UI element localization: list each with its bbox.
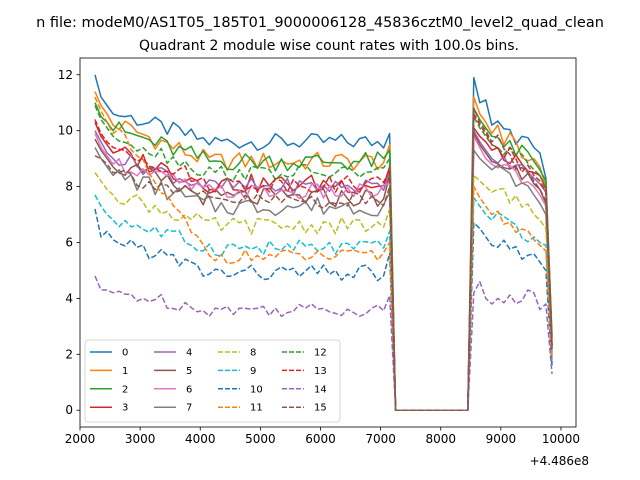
- legend-label-12: 12: [314, 348, 327, 359]
- legend-label-14: 14: [314, 384, 327, 395]
- legend-label-8: 8: [250, 348, 256, 359]
- legend-label-4: 4: [186, 348, 192, 359]
- y-tick-label: 0: [65, 403, 73, 417]
- x-tick-label: 6000: [305, 432, 336, 446]
- legend-label-2: 2: [122, 384, 128, 395]
- legend-label-5: 5: [186, 366, 192, 377]
- legend-label-1: 1: [122, 366, 128, 377]
- legend-label-9: 9: [250, 366, 256, 377]
- series-line-1: [94, 91, 553, 411]
- x-tick-label: 7000: [365, 432, 396, 446]
- figure-suptitle: n file: modeM0/AS1T05_185T01_9000006128_…: [36, 15, 604, 31]
- legend-label-13: 13: [314, 366, 327, 377]
- y-tick-label: 8: [65, 180, 73, 194]
- chart-title: Quadrant 2 module wise count rates with …: [139, 38, 519, 54]
- legend-label-7: 7: [186, 403, 192, 414]
- x-tick-label: 2000: [65, 432, 96, 446]
- x-tick-label: 9000: [486, 432, 517, 446]
- legend-label-6: 6: [186, 384, 192, 395]
- y-tick-label: 4: [65, 291, 73, 305]
- series-line-4: [94, 129, 553, 411]
- x-tick-label: 10000: [542, 432, 580, 446]
- series-line-8: [94, 172, 553, 411]
- legend-label-15: 15: [314, 403, 327, 414]
- series-line-11: [94, 96, 553, 411]
- series-line-10: [94, 208, 553, 411]
- axes: 2000 3000 4000 5000 6000 7000 8000 9000 10000 0 2 4…: [58, 57, 580, 446]
- series-line-0: [94, 74, 553, 411]
- x-tick-label: 3000: [125, 432, 156, 446]
- series-line-6: [94, 133, 553, 411]
- y-tick-label: 10: [58, 124, 73, 138]
- series-line-5: [94, 132, 553, 411]
- x-tick-label: 5000: [245, 432, 276, 446]
- legend-label-11: 11: [250, 403, 263, 414]
- plot-lines: [94, 74, 553, 411]
- series-line-7: [94, 147, 553, 411]
- legend-box: [84, 339, 341, 423]
- series-line-13: [94, 113, 553, 411]
- series-line-12: [94, 105, 553, 411]
- x-axis-offset-label: +4.486e8: [530, 454, 589, 468]
- series-line-15: [94, 107, 553, 411]
- y-tick-label: 2: [65, 347, 73, 361]
- y-tick-label: 6: [65, 236, 73, 250]
- legend-label-10: 10: [250, 384, 263, 395]
- legend-label-3: 3: [122, 403, 128, 414]
- series-line-9: [94, 194, 553, 411]
- x-tick-label: 4000: [185, 432, 216, 446]
- y-tick-label: 12: [58, 68, 73, 82]
- legend-label-0: 0: [122, 348, 128, 359]
- x-tick-label: 8000: [425, 432, 456, 446]
